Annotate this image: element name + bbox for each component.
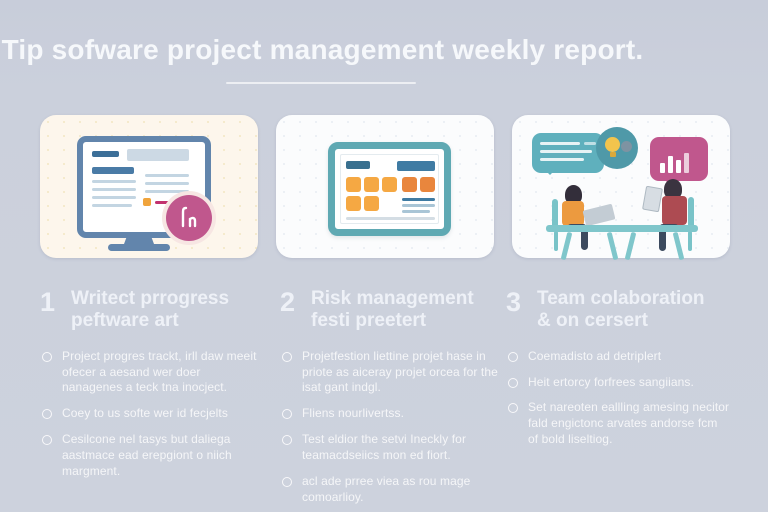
badge-glyph-icon [181,206,197,228]
card-risk-illustration [276,115,494,258]
list-item: Heit ertorcy forfrees sangiians. [508,375,730,391]
heading-line: peftware art [71,310,179,332]
bullet-text: Projetfestion liettine projet hase in pr… [302,348,498,395]
section-number: 2 [280,287,296,317]
card-collaboration-illustration [512,115,730,261]
bullet-text: Cesilcone nel tasys but daliega aastmace… [62,432,232,478]
bullet-text: Test eldior the setvi Ineckly for teamac… [302,432,467,462]
laptop-left-icon [582,203,616,227]
section-heading: Risk management festi preetert [311,288,474,333]
section-number: 1 [40,287,56,317]
orange-marker-icon [143,198,151,206]
circle-bullet-icon [42,435,52,446]
monitor-base [108,244,170,251]
heading-line: festi preetert [311,310,427,332]
bullet-list: Project progres trackt, irll daw meeit o… [40,349,264,480]
circle-bullet-icon [42,409,52,420]
tablet-illustration [328,142,451,236]
list-item: Set nareoten eallling amesing necitor fa… [508,400,730,447]
circle-bullet-icon [508,351,518,362]
chat-bubble-icon [532,133,604,175]
bullet-text: acl ade prree viea as rou mage comoarlio… [302,473,471,504]
circle-bullet-icon [282,435,292,446]
person-right-head [664,179,682,199]
list-item: Coey to us softe wer id fecjelts [42,406,264,422]
person-right-body [662,196,687,225]
heading-line: & on cersert [537,310,648,332]
monitor-stand [124,232,154,244]
circle-bullet-icon [282,409,292,420]
bullet-text: Fliens nourlivertss. [302,406,405,421]
list-item: Projetfestion liettine projet hase in pr… [282,349,504,396]
lightbulb-icon [605,137,620,152]
bullet-text: Set nareoten eallling amesing necitor fa… [528,400,730,447]
table-illustration [546,225,698,232]
heading-line: Risk management [311,288,474,309]
bullet-list: Coemadisto ad detriplert Heit ertorcy fo… [506,349,730,448]
heading-line: Team colaboration [537,288,705,309]
page-title: Tip sofware project management weekly re… [1,34,644,65]
monitor-illustration [77,136,211,238]
section-progress: 1 Writect prrogress peftware art Project… [40,288,264,480]
list-item: Project progres trackt, irll daw meeit o… [42,349,264,396]
bullet-list: Projetfestion liettine projet hase in pr… [280,349,504,506]
circle-bullet-icon [42,351,52,362]
title-underline [226,82,416,84]
section-heading: Team colaboration & on cersert [537,288,705,333]
idea-circle-icon [596,127,638,169]
person-left-head [565,185,582,204]
circle-bullet-icon [508,403,518,414]
bullet-text: Project progres trackt, irll daw meeit o… [62,348,257,395]
card-progress-illustration [40,115,258,258]
list-item: acl ade prree viea as rou mage comoarlio… [282,474,504,506]
section-collaboration: 3 Team colaboration & on cersert Coemadi… [506,288,730,448]
list-item: Coemadisto ad detriplert [508,349,730,365]
tablet-held-icon [642,185,663,213]
bullet-text: Heit ertorcy forfrees sangiians. [528,374,694,389]
section-risk: 2 Risk management festi preetert Projetf… [280,288,504,505]
list-item: Cesilcone nel tasys but daliega aastmace… [42,432,264,479]
circle-bullet-icon [508,377,518,388]
chart-bubble-icon [650,137,708,183]
circle-bullet-icon [282,476,292,487]
bullet-text: Coey to us softe wer id fecjelts [62,406,228,421]
lightbulb-base [610,152,616,157]
gear-icon [621,141,632,152]
heading-line: Writect prrogress [71,288,230,309]
notification-badge-icon [162,191,216,245]
list-item: Fliens nourlivertss. [282,406,504,422]
bar-chart-icon [660,163,665,173]
list-item: Test eldior the setvi Ineckly for teamac… [282,432,504,464]
section-heading: Writect prrogress peftware art [71,288,229,333]
section-number: 3 [506,287,522,317]
bullet-text: Coemadisto ad detriplert [528,348,662,363]
tablet-screen [340,154,439,224]
circle-bullet-icon [282,351,292,362]
person-left-body [562,201,584,226]
